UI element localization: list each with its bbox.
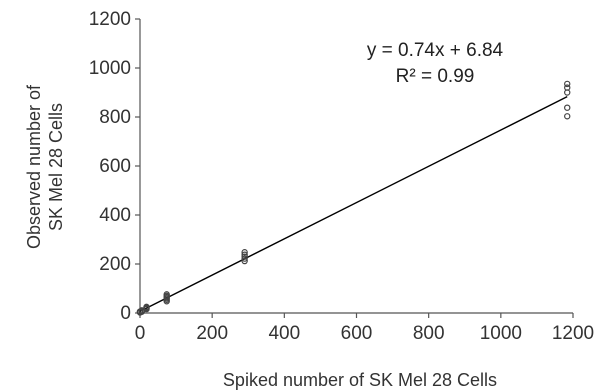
data-point: [241, 253, 248, 260]
trendline-group: [139, 96, 568, 312]
x-tick-label: 800: [413, 323, 445, 344]
data-point: [564, 80, 571, 88]
data-point: [241, 257, 248, 265]
data-point: [241, 249, 248, 256]
trendline-equation: y = 0.74x + 6.84: [367, 40, 504, 61]
data-point: [241, 255, 248, 262]
y-tick-label: 800: [99, 107, 131, 128]
x-tick-label: 400: [268, 323, 300, 344]
y-tick-label: 1000: [89, 58, 131, 79]
data-point: [564, 113, 571, 120]
trendline: [139, 96, 568, 312]
x-tick-label: 600: [341, 323, 373, 344]
y-tick-label: 0: [120, 303, 131, 324]
x-tick-label: 200: [196, 323, 228, 344]
y-tick-label: 600: [99, 156, 131, 177]
x-tick-label: 1000: [480, 323, 522, 344]
r-squared-label: R² = 0.99: [396, 66, 475, 87]
y-axis-title: Observed number of SK Mel 28 Cells: [24, 84, 66, 249]
x-tick-label: 1200: [552, 323, 594, 344]
y-tick-label: 200: [99, 254, 131, 275]
x-tick-label: 0: [135, 323, 146, 344]
axes: [139, 19, 573, 314]
data-point: [163, 291, 170, 298]
tick-group: 0 200 400 600 800 1000 1200 0 200 400 600 800 1000 12…: [89, 9, 594, 344]
y-tick-label: 400: [99, 205, 131, 226]
x-axis-title: Spiked number of SK Mel 28 Cells: [223, 370, 497, 390]
data-point: [564, 104, 571, 111]
data-point: [241, 251, 248, 258]
data-points: [136, 80, 571, 316]
y-axis-title-line-2: SK Mel 28 Cells: [46, 103, 66, 231]
y-tick-label: 1200: [89, 9, 131, 30]
data-point: [564, 84, 571, 91]
data-point: [143, 303, 150, 311]
y-axis-title-line-1: Observed number of: [24, 84, 44, 249]
